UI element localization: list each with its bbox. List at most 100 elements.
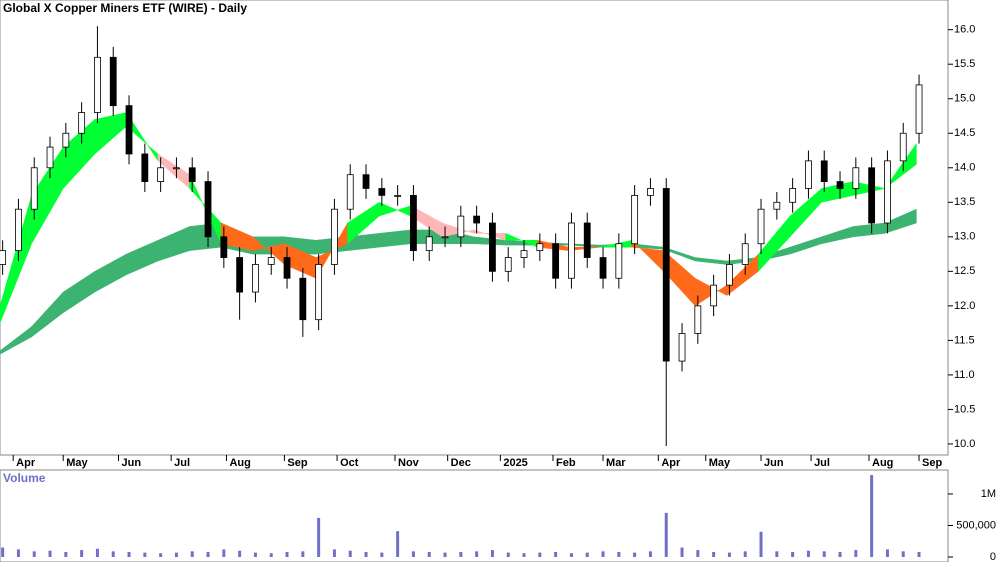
x-tick-label: Oct bbox=[340, 457, 359, 469]
candle-body bbox=[457, 215, 465, 238]
volume-bar bbox=[775, 551, 779, 557]
volume-bar bbox=[617, 551, 621, 557]
volume-bar bbox=[64, 551, 68, 557]
candle-body bbox=[789, 188, 797, 203]
candle-body bbox=[62, 132, 70, 148]
volume-bar bbox=[759, 531, 763, 557]
volume-bar bbox=[190, 551, 194, 557]
volume-bar bbox=[490, 550, 494, 557]
candle-body bbox=[362, 174, 370, 189]
candle-body bbox=[283, 257, 291, 279]
volume-bar bbox=[901, 551, 905, 557]
volume-bar bbox=[791, 551, 795, 557]
volume-bar bbox=[522, 553, 526, 557]
volume-tick-label: 500,000 bbox=[956, 519, 996, 531]
y-tick-label: 10.5 bbox=[954, 403, 975, 415]
x-tick-label: Feb bbox=[556, 457, 576, 469]
candle-body bbox=[820, 160, 828, 182]
candle-body bbox=[346, 174, 354, 210]
volume-bar bbox=[348, 550, 352, 557]
candle-body bbox=[662, 188, 670, 362]
volume-bar bbox=[143, 552, 147, 557]
candle-body bbox=[773, 201, 781, 210]
volume-bar bbox=[285, 551, 289, 557]
volume-bar bbox=[712, 551, 716, 557]
x-tick-label: Aug bbox=[872, 457, 893, 469]
x-tick-label: Jul bbox=[814, 457, 830, 469]
candle-body bbox=[331, 208, 338, 265]
volume-bar bbox=[95, 548, 99, 557]
volume-bar bbox=[917, 551, 921, 557]
volume-tick-label: 0 bbox=[990, 551, 996, 562]
candle-body bbox=[520, 250, 528, 258]
volume-bar bbox=[269, 553, 273, 557]
volume-bar bbox=[80, 550, 84, 557]
chart-title: Global X Copper Miners ETF (WIRE) - Dail… bbox=[3, 1, 247, 15]
candle-body bbox=[552, 243, 560, 279]
volume-panel bbox=[0, 469, 949, 563]
candle-body bbox=[94, 56, 101, 113]
y-tick-label: 11.5 bbox=[954, 334, 975, 346]
x-tick-label: Jun bbox=[764, 457, 784, 469]
volume-bar bbox=[822, 551, 826, 557]
candle-body bbox=[30, 167, 38, 210]
x-tick-label: Apr bbox=[661, 457, 681, 469]
y-tick-label: 12.5 bbox=[954, 265, 975, 277]
candle-body bbox=[647, 188, 654, 196]
candle-body bbox=[441, 236, 449, 239]
candle-body bbox=[252, 264, 259, 293]
x-tick-label: Jun bbox=[122, 457, 142, 469]
volume-bar bbox=[569, 553, 573, 557]
candle-body bbox=[852, 167, 860, 189]
candle-body bbox=[805, 160, 812, 189]
candle-body bbox=[141, 153, 149, 182]
volume-bar bbox=[174, 552, 178, 557]
candle-body bbox=[504, 257, 512, 272]
y-tick-label: 14.5 bbox=[954, 127, 975, 139]
volume-bar bbox=[506, 552, 510, 557]
candle-body bbox=[678, 333, 686, 362]
candle-body bbox=[78, 112, 86, 134]
x-tick-label: 2025 bbox=[503, 457, 527, 469]
volume-bar bbox=[411, 551, 415, 557]
candle-body bbox=[473, 215, 481, 224]
volume-bar bbox=[601, 551, 605, 557]
candle-body bbox=[315, 264, 323, 321]
volume-bar bbox=[459, 551, 463, 557]
volume-bar bbox=[206, 551, 210, 557]
candle-body bbox=[109, 56, 117, 107]
candle-body bbox=[915, 84, 923, 134]
candle-body bbox=[157, 167, 165, 182]
candle-body bbox=[599, 257, 607, 279]
volume-bar bbox=[648, 551, 652, 557]
volume-bar bbox=[222, 549, 226, 557]
y-tick-label: 10.0 bbox=[954, 438, 975, 450]
volume-bar bbox=[475, 551, 479, 557]
x-tick-label: Nov bbox=[398, 457, 420, 469]
volume-bar bbox=[159, 553, 163, 557]
volume-bar bbox=[633, 552, 637, 557]
candle-body bbox=[536, 243, 544, 252]
candle-body bbox=[204, 181, 212, 238]
y-tick-label: 12.0 bbox=[954, 300, 975, 312]
x-tick-label: May bbox=[709, 457, 731, 469]
candle-body bbox=[188, 167, 196, 182]
candle-body bbox=[568, 222, 575, 279]
candle-body bbox=[726, 264, 733, 286]
volume-bar bbox=[111, 551, 115, 557]
y-tick-label: 11.0 bbox=[954, 369, 975, 381]
volume-bar bbox=[332, 549, 336, 557]
volume-bar bbox=[696, 550, 700, 557]
volume-bar bbox=[885, 549, 889, 557]
candle-body bbox=[489, 222, 496, 272]
candle-body bbox=[125, 105, 133, 155]
x-tick-label: Apr bbox=[16, 457, 36, 469]
x-tick-label: Jul bbox=[174, 457, 190, 469]
y-tick-label: 13.0 bbox=[954, 231, 975, 243]
candle-body bbox=[425, 236, 433, 252]
candle-body bbox=[46, 146, 54, 169]
volume-bar bbox=[870, 475, 874, 557]
volume-bar bbox=[317, 517, 321, 557]
candle-body bbox=[267, 257, 275, 265]
